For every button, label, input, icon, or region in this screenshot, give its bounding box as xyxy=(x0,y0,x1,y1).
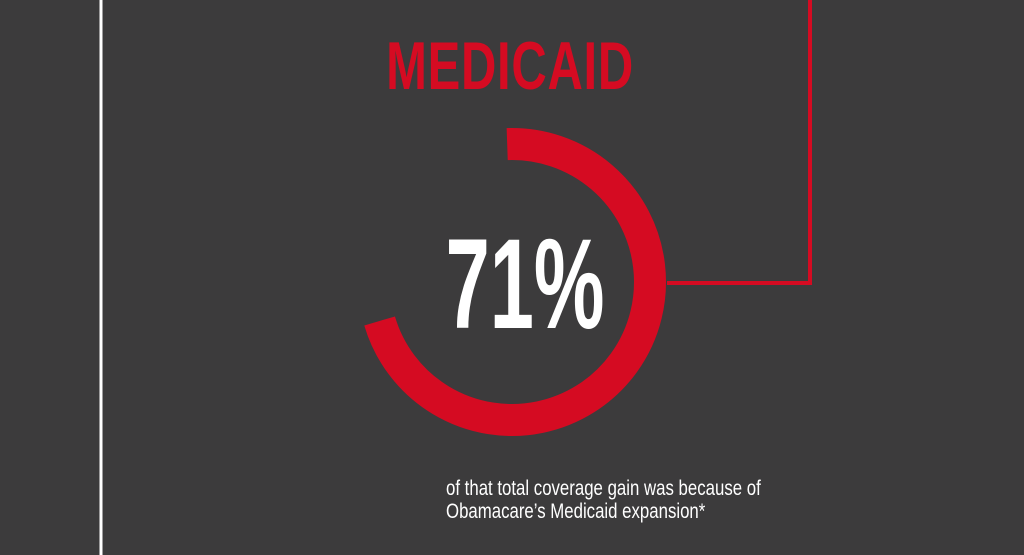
caption: of that total coverage gain was because … xyxy=(446,477,782,523)
caption-line-1: of that total coverage gain was because … xyxy=(446,477,761,500)
connector-line xyxy=(667,0,812,285)
percentage-value: 71% xyxy=(445,213,605,356)
caption-line-2: Obamacare’s Medicaid expansion* xyxy=(446,500,706,523)
donut-arc-value xyxy=(364,128,666,436)
chart-title: MEDICAID xyxy=(386,28,634,104)
